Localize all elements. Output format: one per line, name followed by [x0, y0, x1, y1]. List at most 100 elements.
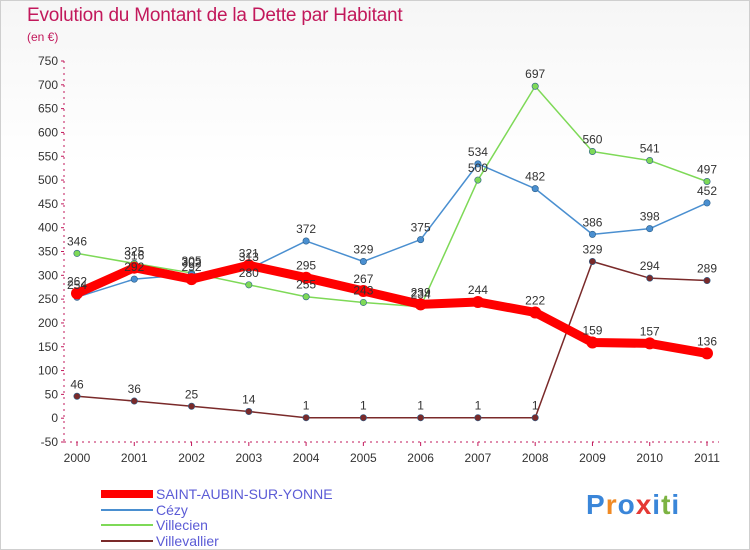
- data-point-villevallier: [245, 408, 253, 416]
- logo-letter: i: [671, 489, 681, 520]
- data-point-villecien: [359, 298, 367, 306]
- series-line-villecien: [76, 85, 708, 308]
- data-point-c-zy: [302, 237, 310, 245]
- data-label-saint-aubin-sur-yonne: 159: [582, 323, 602, 337]
- legend-label: Villevallier: [156, 533, 219, 549]
- x-tick-label: 2003: [235, 451, 262, 465]
- x-tick-label: 2004: [293, 451, 320, 465]
- data-label-c-zy: 254: [67, 278, 87, 292]
- series-line-villevallier: [76, 260, 708, 419]
- chart-subtitle: (en €): [27, 30, 59, 44]
- y-tick-label: -50: [41, 435, 59, 449]
- y-tick-label: 550: [38, 149, 58, 163]
- data-point-c-zy: [646, 225, 654, 233]
- data-label-villecien: 325: [124, 244, 144, 258]
- data-point-villevallier: [302, 414, 310, 422]
- data-label-saint-aubin-sur-yonne: 239: [411, 285, 431, 299]
- data-point-villecien: [531, 82, 539, 90]
- proxiti-logo: Proxiti: [586, 489, 680, 521]
- data-point-saint-aubin-sur-yonne: [414, 298, 427, 311]
- data-point-c-zy: [703, 199, 711, 207]
- y-tick-label: 100: [38, 364, 58, 378]
- y-tick-label: 600: [38, 125, 58, 139]
- data-point-saint-aubin-sur-yonne: [643, 337, 656, 350]
- data-label-saint-aubin-sur-yonne: 292: [182, 260, 202, 274]
- data-point-villevallier: [588, 258, 596, 266]
- data-point-villecien: [646, 157, 654, 165]
- y-tick-label: 750: [38, 54, 58, 68]
- y-tick-label: 450: [38, 197, 58, 211]
- data-point-villevallier: [646, 274, 654, 282]
- data-point-saint-aubin-sur-yonne: [586, 336, 599, 349]
- legend: SAINT-AUBIN-SUR-YONNECézyVillecienVillev…: [101, 486, 333, 549]
- series-layer: [71, 82, 713, 422]
- data-point-villecien: [73, 249, 81, 257]
- x-tick-label: 2007: [465, 451, 492, 465]
- data-point-c-zy: [531, 185, 539, 193]
- data-label-saint-aubin-sur-yonne: 244: [468, 283, 488, 297]
- data-label-villecien: 560: [582, 132, 602, 146]
- data-point-villevallier: [188, 402, 196, 410]
- data-point-saint-aubin-sur-yonne: [471, 295, 484, 308]
- x-tick-label: 2010: [636, 451, 663, 465]
- data-label-villecien: 541: [640, 142, 660, 156]
- data-point-villevallier: [359, 414, 367, 422]
- data-label-saint-aubin-sur-yonne: 316: [124, 249, 144, 263]
- data-label-c-zy: 292: [124, 260, 144, 274]
- data-label-villevallier: 46: [70, 377, 84, 391]
- logo-letter: r: [605, 489, 618, 520]
- data-label-villevallier: 329: [582, 243, 602, 257]
- y-tick-label: 350: [38, 245, 58, 259]
- data-label-c-zy: 313: [239, 250, 259, 264]
- data-point-c-zy: [359, 258, 367, 266]
- data-point-saint-aubin-sur-yonne: [242, 259, 255, 272]
- x-tick-label: 2009: [579, 451, 606, 465]
- logo-letter: i: [652, 489, 662, 520]
- data-label-saint-aubin-sur-yonne: 321: [239, 246, 259, 260]
- data-point-villevallier: [73, 392, 81, 400]
- data-point-villecien: [302, 293, 310, 301]
- x-tick-label: 2006: [407, 451, 434, 465]
- y-tick-label: 0: [51, 411, 58, 425]
- y-tick-label: 150: [38, 340, 58, 354]
- data-label-saint-aubin-sur-yonne: 136: [697, 334, 717, 348]
- chart-title: Evolution du Montant de la Dette par Hab…: [27, 5, 403, 26]
- logo-letter: o: [617, 489, 636, 520]
- data-label-saint-aubin-sur-yonne: 267: [353, 272, 373, 286]
- legend-label: Villecien: [156, 517, 208, 533]
- data-point-villevallier: [130, 397, 138, 405]
- data-label-villevallier: 36: [128, 382, 142, 396]
- data-label-villevallier: 14: [242, 393, 256, 407]
- legend-label: SAINT-AUBIN-SUR-YONNE: [156, 486, 333, 502]
- data-point-villecien: [474, 176, 482, 184]
- data-label-villecien: 255: [296, 278, 316, 292]
- data-point-villecien: [245, 281, 253, 289]
- data-point-saint-aubin-sur-yonne: [128, 261, 141, 274]
- value-labels: 46 36 25 14 1 1 1 1 1 329 294 289 346 325 305 280 255 243…: [67, 67, 717, 412]
- data-label-villevallier: 25: [185, 387, 199, 401]
- x-tick-label: 2011: [694, 451, 720, 465]
- data-point-saint-aubin-sur-yonne: [357, 285, 370, 298]
- data-point-c-zy: [588, 230, 596, 238]
- data-label-c-zy: 386: [582, 215, 602, 229]
- y-tick-label: 500: [38, 173, 58, 187]
- data-label-saint-aubin-sur-yonne: 222: [525, 293, 545, 307]
- logo-letter: t: [661, 489, 672, 520]
- data-label-villecien: 243: [353, 283, 373, 297]
- data-label-saint-aubin-sur-yonne: 262: [67, 274, 87, 288]
- data-point-saint-aubin-sur-yonne: [185, 273, 198, 286]
- data-label-villecien: 305: [182, 254, 202, 268]
- legend-label: Cézy: [156, 502, 188, 518]
- data-label-villevallier: 1: [417, 399, 424, 413]
- x-tick-label: 2005: [350, 451, 377, 465]
- data-point-villevallier: [417, 414, 425, 422]
- x-tick-label: 2000: [64, 451, 91, 465]
- data-label-c-zy: 329: [353, 243, 373, 257]
- series-line-saint-aubin-sur-yonne: [75, 260, 708, 358]
- x-tick-label: 2002: [178, 451, 205, 465]
- y-tick-label: 300: [38, 268, 58, 282]
- y-tick-label: 250: [38, 292, 58, 306]
- y-tick-label: 200: [38, 316, 58, 330]
- data-label-c-zy: 398: [640, 210, 660, 224]
